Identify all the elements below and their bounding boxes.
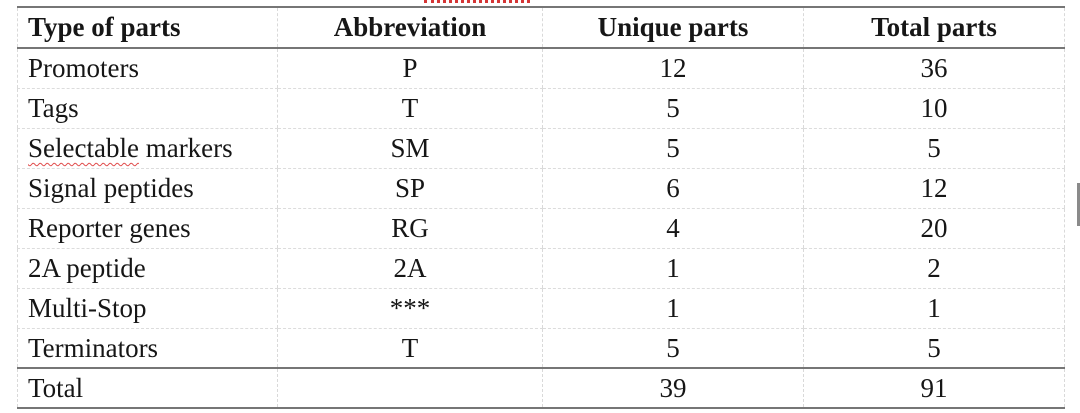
scrollbar-thumb[interactable] xyxy=(1077,183,1080,226)
cell-type-of-parts: Signal peptides xyxy=(17,168,278,209)
column-header-total-parts: Total parts xyxy=(803,6,1065,49)
table-row: Multi-Stop *** 1 1 xyxy=(17,288,1065,329)
cell-type-of-parts: Promoters xyxy=(17,48,278,89)
cell-unique-parts: 5 xyxy=(542,128,804,169)
cell-total-parts: 5 xyxy=(803,328,1065,369)
table-total-row: Total 39 91 xyxy=(17,368,1065,409)
misspelled-word: Selectable xyxy=(28,132,139,163)
cell-type-of-parts: Reporter genes xyxy=(17,208,278,249)
cell-abbreviation: T xyxy=(277,328,543,369)
cell-total-total-parts: 91 xyxy=(803,368,1065,409)
table-row: Promoters P 12 36 xyxy=(17,48,1065,89)
word-rest: markers xyxy=(138,132,233,163)
table-row: Selectable markers SM 5 5 xyxy=(17,128,1065,169)
cell-total-parts: 1 xyxy=(803,288,1065,329)
cell-type-of-parts: Tags xyxy=(17,88,278,129)
cell-unique-parts: 1 xyxy=(542,288,804,329)
cell-total-parts: 5 xyxy=(803,128,1065,169)
cell-abbreviation: P xyxy=(277,48,543,89)
table-row: Reporter genes RG 4 20 xyxy=(17,208,1065,249)
cell-total-unique-parts: 39 xyxy=(542,368,804,409)
table-row: Tags T 5 10 xyxy=(17,88,1065,129)
table-row: 2A peptide 2A 1 2 xyxy=(17,248,1065,289)
cell-total-label: Total xyxy=(17,368,278,409)
column-header-abbreviation: Abbreviation xyxy=(277,6,543,49)
cell-type-of-parts: Multi-Stop xyxy=(17,288,278,329)
column-header-type-of-parts: Type of parts xyxy=(17,6,278,49)
cell-total-parts: 12 xyxy=(803,168,1065,209)
cell-total-parts: 10 xyxy=(803,88,1065,129)
cell-unique-parts: 4 xyxy=(542,208,804,249)
cell-abbreviation: *** xyxy=(277,288,543,329)
parts-table: Type of parts Abbreviation Unique parts … xyxy=(17,6,1065,409)
cell-abbreviation: T xyxy=(277,88,543,129)
cell-abbreviation: SM xyxy=(277,128,543,169)
cell-total-parts: 20 xyxy=(803,208,1065,249)
cell-type-of-parts: 2A peptide xyxy=(17,248,278,289)
cell-type-of-parts: Selectable markers xyxy=(17,128,278,169)
cell-abbreviation: SP xyxy=(277,168,543,209)
cell-unique-parts: 12 xyxy=(542,48,804,89)
table-header-row: Type of parts Abbreviation Unique parts … xyxy=(17,6,1065,49)
cell-abbreviation: 2A xyxy=(277,248,543,289)
cell-total-parts: 2 xyxy=(803,248,1065,289)
table-row: Terminators T 5 5 xyxy=(17,328,1065,369)
cell-unique-parts: 5 xyxy=(542,88,804,129)
cell-type-of-parts: Terminators xyxy=(17,328,278,369)
cell-unique-parts: 5 xyxy=(542,328,804,369)
cell-total-abbreviation xyxy=(277,368,543,409)
column-header-unique-parts: Unique parts xyxy=(542,6,804,49)
spellcheck-squiggle-artifact xyxy=(424,0,530,3)
cell-abbreviation: RG xyxy=(277,208,543,249)
cell-unique-parts: 6 xyxy=(542,168,804,209)
table-row: Signal peptides SP 6 12 xyxy=(17,168,1065,209)
cell-total-parts: 36 xyxy=(803,48,1065,89)
cell-unique-parts: 1 xyxy=(542,248,804,289)
